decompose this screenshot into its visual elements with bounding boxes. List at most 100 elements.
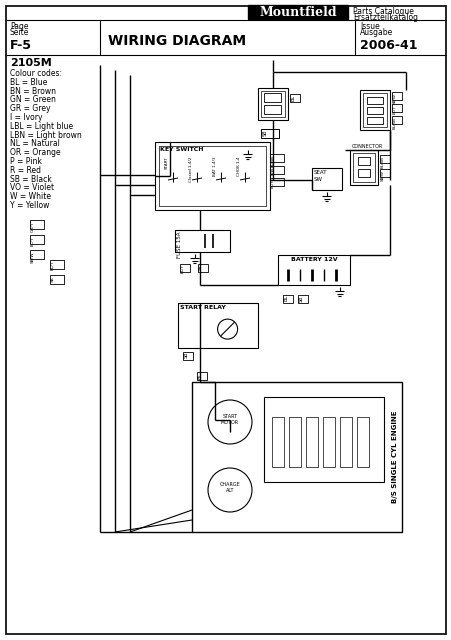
Text: Ausgabe: Ausgabe [359, 28, 392, 37]
Bar [349, 150, 377, 185]
Text: BL/Y: BL/Y [180, 264, 184, 273]
Text: VO = Violet: VO = Violet [10, 184, 54, 193]
Text: LBN = Light brown: LBN = Light brown [10, 131, 82, 140]
Text: BL/SB: BL/SB [392, 117, 396, 129]
Bar [50, 260, 64, 269]
Text: F-5: F-5 [10, 39, 32, 52]
Bar [197, 372, 207, 380]
Text: W = White: W = White [10, 192, 51, 201]
Bar [290, 94, 299, 102]
Bar [391, 92, 401, 100]
Bar [263, 397, 383, 482]
Text: BL = Blue: BL = Blue [10, 78, 47, 87]
Text: SW: SW [313, 177, 322, 182]
Text: OR = Orange: OR = Orange [10, 148, 60, 157]
Bar [258, 88, 287, 120]
Text: BL/SB: BL/SB [380, 156, 384, 168]
Bar [30, 235, 44, 244]
Text: WIRING DIAGRAM: WIRING DIAGRAM [108, 34, 246, 48]
Bar [277, 255, 349, 285]
Bar [178, 303, 258, 348]
Text: BL/SB: BL/SB [271, 155, 274, 167]
Bar [322, 417, 334, 467]
Text: P = Pink: P = Pink [10, 157, 42, 166]
Text: SEAT: SEAT [313, 170, 327, 175]
Bar [391, 116, 401, 124]
Text: BL: BL [290, 95, 295, 101]
Text: KEY SWITCH: KEY SWITCH [160, 147, 203, 152]
Text: B/S SINGLE CYL ENGINE: B/S SINGLE CYL ENGINE [391, 411, 397, 503]
Bar [288, 417, 300, 467]
Text: SB: SB [299, 295, 304, 301]
Text: SB: SB [184, 352, 189, 358]
Text: CHARGE: CHARGE [219, 482, 240, 487]
Text: Parts Catalogue: Parts Catalogue [352, 7, 413, 16]
Bar [366, 117, 382, 124]
Text: LBL = Light blue: LBL = Light blue [10, 122, 73, 131]
Text: SB: SB [262, 130, 267, 136]
Text: START: START [222, 414, 237, 419]
Bar [379, 169, 389, 177]
Text: Ersatzteilkatalog: Ersatzteilkatalog [352, 13, 417, 22]
Bar [198, 264, 207, 272]
Bar [155, 142, 269, 210]
Text: NL = Natural: NL = Natural [10, 140, 60, 148]
Text: BAT 1-4/3: BAT 1-4/3 [212, 156, 216, 175]
Bar [366, 97, 382, 104]
Bar [282, 295, 292, 303]
Bar [357, 169, 369, 177]
Bar [263, 105, 281, 114]
Bar [272, 417, 283, 467]
Text: GR/Y: GR/Y [31, 221, 35, 232]
Text: BL/Y: BL/Y [271, 179, 274, 188]
Bar [248, 5, 347, 19]
Text: SB/W: SB/W [392, 93, 396, 104]
Text: MOTOR: MOTOR [221, 420, 239, 425]
Bar [362, 93, 386, 127]
Text: SB = Black: SB = Black [10, 175, 51, 184]
Bar [50, 275, 64, 284]
Bar [339, 417, 351, 467]
Bar [379, 155, 389, 163]
Text: BL/Y: BL/Y [392, 105, 396, 114]
Text: Page: Page [10, 22, 28, 31]
Text: 2006-41: 2006-41 [359, 39, 417, 52]
Text: BATTERY 12V: BATTERY 12V [290, 257, 336, 262]
Bar [352, 153, 374, 182]
Bar [30, 250, 44, 259]
Bar [357, 157, 369, 165]
Text: BL: BL [198, 373, 202, 379]
Bar [179, 264, 189, 272]
Bar [260, 129, 278, 138]
Text: START: START [165, 156, 169, 169]
Text: SB/W: SB/W [380, 170, 384, 181]
Text: GR = Grey: GR = Grey [10, 104, 51, 113]
Bar [159, 146, 265, 206]
Text: SB: SB [51, 276, 55, 282]
Bar [359, 90, 389, 130]
Text: CONNECTOR: CONNECTOR [351, 144, 382, 149]
Bar [269, 154, 283, 162]
Bar [30, 220, 44, 229]
Bar [183, 352, 193, 360]
Text: Mountfield: Mountfield [258, 6, 336, 19]
Bar [269, 178, 283, 186]
Bar [366, 107, 382, 114]
Text: START RELAY: START RELAY [179, 305, 226, 310]
Text: Closed 1-4/2: Closed 1-4/2 [189, 156, 193, 182]
Text: 2105M: 2105M [10, 58, 51, 68]
Bar [305, 417, 318, 467]
Bar [391, 104, 401, 112]
Text: SB: SB [198, 264, 202, 269]
Text: I = Ivory: I = Ivory [10, 113, 42, 122]
Text: GN = Green: GN = Green [10, 95, 56, 104]
Bar [260, 91, 285, 117]
Text: SB/W: SB/W [31, 251, 35, 262]
Text: BL/Y: BL/Y [31, 236, 35, 246]
Text: Y = Yellow: Y = Yellow [10, 201, 49, 210]
Bar [297, 295, 307, 303]
Text: Issue: Issue [359, 22, 379, 31]
Bar [311, 168, 341, 190]
Text: BL: BL [283, 295, 288, 301]
Bar [269, 166, 283, 174]
